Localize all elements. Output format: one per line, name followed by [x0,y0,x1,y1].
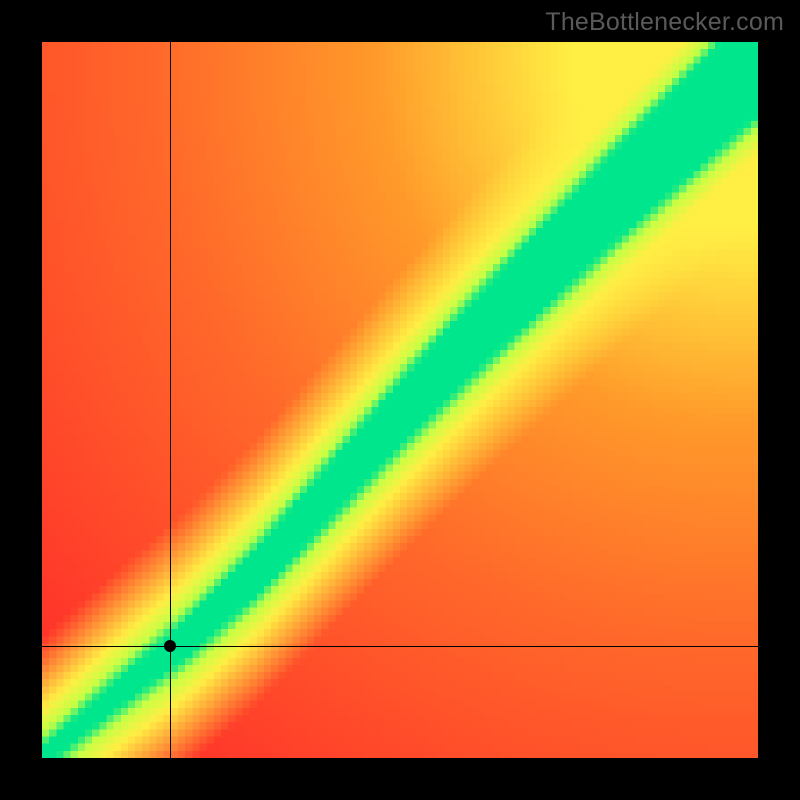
stage: TheBottlenecker.com [0,0,800,800]
heatmap-canvas [42,42,758,758]
crosshair-horizontal-line [42,646,758,647]
heatmap-plot [42,42,758,758]
watermark-text: TheBottlenecker.com [545,8,784,37]
